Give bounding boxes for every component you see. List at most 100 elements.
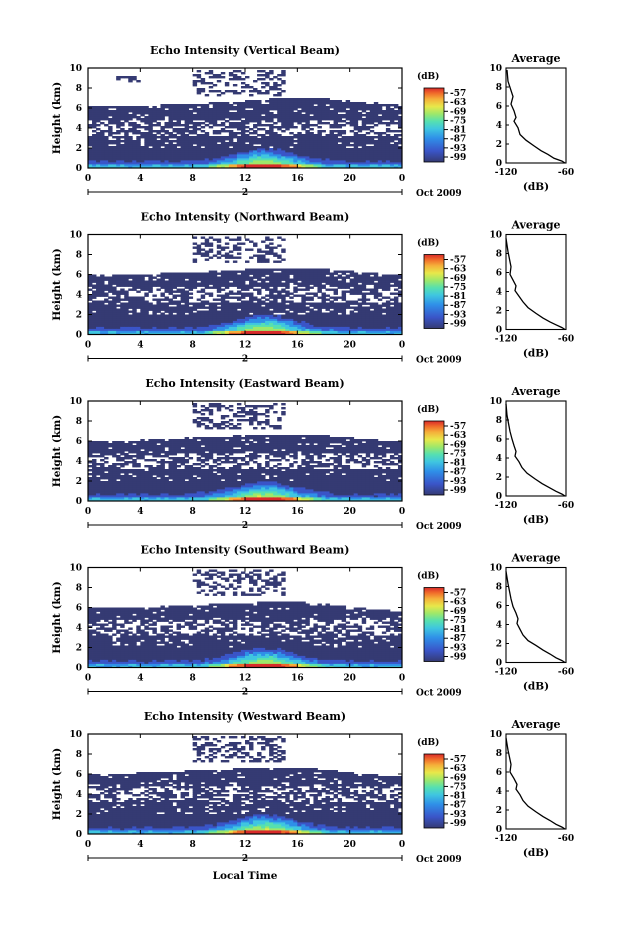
heatmap-cell: [160, 322, 165, 325]
heatmap-cell: [273, 260, 278, 263]
heatmap-cell: [108, 150, 113, 153]
heatmap-cell: [144, 314, 149, 317]
heatmap-cell: [108, 318, 113, 321]
heatmap-cell: [317, 164, 322, 167]
heatmap-cell: [160, 150, 165, 153]
heatmap-cell: [228, 118, 234, 121]
y-tick-label: 4: [76, 124, 82, 134]
heatmap-cell: [148, 288, 153, 291]
heatmap-cell: [269, 152, 274, 155]
heatmap-cell: [269, 164, 274, 167]
heatmap-cell: [176, 118, 181, 121]
heatmap-cell: [172, 322, 177, 325]
heatmap-cell: [204, 144, 210, 147]
heatmap-cell: [228, 238, 234, 241]
heatmap-cell: [136, 138, 141, 141]
heatmap-cell: [104, 286, 109, 289]
heatmap-cell: [112, 146, 117, 149]
avg-y-tick-label: 4: [496, 288, 502, 298]
heatmap-cell: [120, 298, 125, 301]
colorbar-tick-label: -63: [450, 98, 466, 108]
heatmap-cell: [216, 132, 222, 135]
heatmap-cell: [152, 144, 157, 147]
heatmap-cell: [349, 106, 355, 109]
heatmap-cell: [277, 144, 282, 147]
heatmap-cell: [257, 114, 262, 117]
heatmap-cell: [385, 148, 391, 151]
heatmap-cell: [160, 286, 165, 289]
heatmap-cell: [269, 78, 274, 81]
x-tick-label: 0: [85, 341, 91, 351]
heatmap-cell: [293, 106, 298, 109]
heatmap-cell: [156, 306, 161, 309]
heatmap-cell: [200, 162, 206, 165]
heatmap-cell: [269, 112, 274, 115]
heatmap-cell: [108, 308, 113, 311]
heatmap-cell: [200, 152, 206, 155]
heatmap-cell: [285, 146, 290, 149]
heatmap-cell: [329, 144, 334, 147]
heatmap-cell: [265, 114, 270, 117]
heatmap-cell: [184, 326, 190, 329]
heatmap-cell: [224, 136, 230, 139]
heatmap-cell: [365, 112, 371, 115]
heatmap-cell: [136, 316, 141, 319]
heatmap-cell: [100, 110, 105, 113]
heatmap-cell: [269, 100, 274, 103]
heatmap-cell: [132, 298, 137, 301]
heatmap-cell: [140, 132, 145, 135]
heatmap-cell: [281, 138, 286, 141]
heatmap-cell: [148, 120, 153, 123]
heatmap-cell: [104, 142, 109, 145]
heatmap-cell: [341, 108, 347, 111]
heatmap-cell: [393, 114, 399, 117]
heatmap-cell: [269, 70, 274, 73]
heatmap-cell: [369, 146, 375, 149]
heatmap-cell: [224, 114, 230, 117]
heatmap-cell: [365, 298, 371, 301]
heatmap-cell: [116, 138, 121, 141]
heatmap-cell: [100, 284, 105, 287]
heatmap-cell: [236, 310, 242, 313]
heatmap-cell: [172, 110, 177, 113]
heatmap-cell: [192, 274, 198, 277]
heatmap-cell: [188, 324, 194, 327]
heatmap-cell: [305, 124, 310, 127]
heatmap-cell: [333, 144, 338, 147]
heatmap-cell: [160, 142, 165, 145]
heatmap-cell: [176, 272, 181, 275]
heatmap-cell: [156, 144, 161, 147]
heatmap-cell: [269, 156, 274, 159]
heatmap-cell: [277, 158, 282, 161]
heatmap-cell: [353, 148, 359, 151]
heatmap-cell: [245, 160, 250, 163]
heatmap-cell: [373, 114, 379, 117]
heatmap-cell: [168, 164, 173, 167]
heatmap-cell: [228, 290, 234, 293]
heatmap-cell: [329, 162, 334, 165]
heatmap-cell: [168, 306, 173, 309]
heatmap-cell: [128, 296, 133, 299]
heatmap-cell: [277, 112, 282, 115]
heatmap-cell: [228, 138, 234, 141]
heatmap-cell: [148, 148, 153, 151]
heatmap-cell: [88, 124, 93, 127]
heatmap-cell: [224, 160, 230, 163]
heatmap-cell: [160, 312, 165, 315]
heatmap-cell: [297, 132, 302, 135]
heatmap-cell: [257, 148, 262, 151]
heatmap-cell: [365, 136, 371, 139]
heatmap-cell: [265, 302, 270, 305]
heatmap-cell: [389, 284, 395, 287]
heatmap-cell: [196, 114, 202, 117]
heatmap-cell: [144, 286, 149, 289]
heatmap-cell: [140, 126, 145, 129]
heatmap-cell: [333, 276, 338, 279]
heatmap-cell: [236, 124, 242, 127]
heatmap-cell: [321, 116, 326, 119]
heatmap-cell: [232, 124, 238, 127]
heatmap-cell: [301, 124, 306, 127]
heatmap-cell: [389, 110, 395, 113]
heatmap-cell: [120, 108, 125, 111]
heatmap-cell: [160, 166, 165, 169]
